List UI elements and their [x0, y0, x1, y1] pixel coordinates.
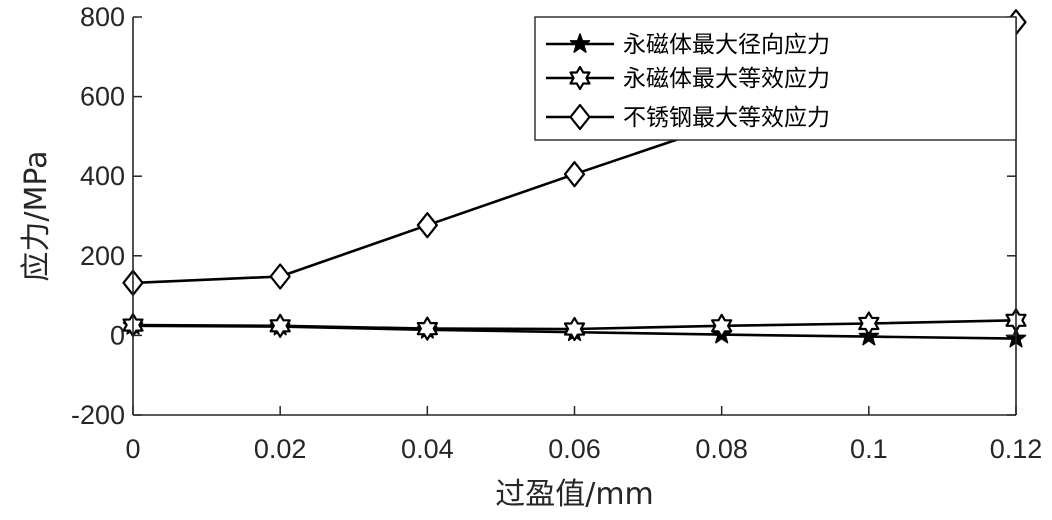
data-point: [416, 212, 438, 239]
x-tick-label: 0: [125, 434, 140, 464]
y-axis-title: 应力/MPa: [19, 150, 54, 281]
y-tick-label: 0: [110, 320, 125, 350]
y-tick-label: -200: [71, 400, 125, 430]
legend-marker: [569, 33, 591, 53]
y-tick-label: 600: [80, 82, 125, 112]
data-point: [269, 263, 291, 290]
x-tick-label: 0.06: [548, 434, 601, 464]
legend-marker: [569, 65, 591, 91]
data-point: [710, 313, 733, 338]
x-tick-label: 0.08: [695, 434, 748, 464]
legend-label: 不锈钢最大等效应力: [623, 105, 830, 131]
legend: 永磁体最大径向应力 永磁体最大等效应力 不锈钢最大等效应力: [534, 16, 1017, 141]
legend-box: [534, 16, 1017, 141]
legend-entry-magnet-equivalent-stress: 永磁体最大等效应力: [546, 65, 830, 92]
y-tick-label: 400: [80, 161, 125, 191]
data-point: [858, 325, 880, 346]
x-tick-label: 0.1: [850, 434, 888, 464]
data-point: [416, 316, 438, 341]
legend-label: 永磁体最大径向应力: [623, 32, 830, 58]
legend-label: 永磁体最大等效应力: [623, 66, 830, 92]
data-point: [858, 311, 880, 336]
y-tick-label: 200: [80, 241, 125, 271]
data-point: [563, 161, 586, 188]
x-tick-label: 0.02: [254, 434, 307, 464]
x-axis-title: 过盈值/mm: [495, 477, 654, 512]
legend-entry-steel-equivalent-stress: 不锈钢最大等效应力: [546, 103, 830, 131]
x-tick-label: 0.12: [990, 434, 1043, 464]
legend-marker: [569, 103, 591, 131]
y-tick-label: 800: [80, 2, 125, 32]
data-point: [563, 316, 586, 342]
x-tick-label: 0.04: [401, 434, 454, 464]
data-point: [269, 313, 291, 338]
legend-entry-radial-stress: 永磁体最大径向应力: [546, 32, 830, 58]
